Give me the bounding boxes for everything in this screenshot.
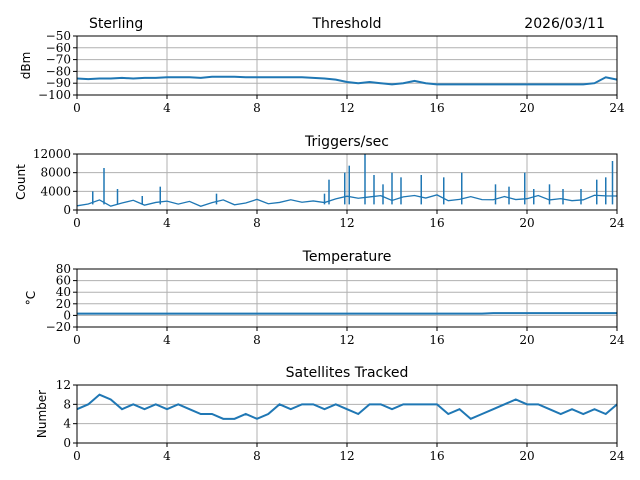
- axes-frame: [76, 384, 618, 444]
- y-tick-label: −20: [46, 320, 71, 334]
- x-tick-label: 12: [339, 333, 354, 347]
- y-tick-label: 12: [56, 378, 71, 392]
- axes-frame: [76, 35, 618, 96]
- x-tick-label: 8: [253, 333, 261, 347]
- x-tick-label: 24: [609, 333, 625, 347]
- x-tick-label: 12: [339, 101, 354, 115]
- x-tick-label: 8: [253, 449, 261, 463]
- date-label: 2026/03/11: [524, 16, 605, 32]
- y-axis-label: Number: [35, 390, 49, 438]
- subplot-title: Satellites Tracked: [286, 365, 409, 381]
- x-tick-label: 4: [163, 449, 171, 463]
- subplot-2: 0 4 8 12 16 20 24 0 4000 8000 12000 Triggers/sec Cou…: [14, 134, 625, 230]
- y-tick-label: 4000: [40, 184, 71, 198]
- y-tick-label: −100: [38, 88, 71, 102]
- x-tick-label: 12: [339, 216, 354, 230]
- y-axis-label: °C: [24, 291, 38, 305]
- y-tick-label: 0: [63, 203, 71, 217]
- x-tick-label: 24: [609, 101, 625, 115]
- y-tick-label: 0: [63, 436, 71, 450]
- x-tick-label: 8: [253, 101, 261, 115]
- subplot-4: 0 4 8 12 16 20 24 0 4 8 12 Satellites Tracked Number: [35, 365, 625, 463]
- x-tick-label: 24: [609, 216, 625, 230]
- x-tick-label: 0: [73, 333, 81, 347]
- series-line: [77, 312, 617, 315]
- x-tick-label: 4: [163, 101, 171, 115]
- subplot-1: 0 4 8 12 16 20 24 −50−60−70−80−90−100 Threshold d…: [19, 16, 625, 115]
- axes-frame: [76, 153, 618, 211]
- x-tick-label: 8: [253, 216, 261, 230]
- x-tick-label: 0: [73, 449, 81, 463]
- series-line: [76, 194, 618, 207]
- y-tick-label: 8: [63, 397, 71, 411]
- y-tick-label: −50: [46, 29, 71, 43]
- series-line: [76, 393, 618, 420]
- y-axis-label: dBm: [19, 52, 33, 80]
- x-tick-label: 4: [163, 333, 171, 347]
- y-tick-label: 8000: [40, 166, 71, 180]
- x-tick-label: 20: [519, 333, 534, 347]
- y-tick-label: 40: [56, 285, 71, 299]
- y-tick-label: 12000: [33, 147, 71, 161]
- station-name: Sterling: [89, 16, 143, 32]
- subplot-title: Triggers/sec: [304, 134, 389, 150]
- y-tick-label: 4: [63, 417, 71, 431]
- subplot-title: Threshold: [312, 16, 382, 32]
- series-line: [76, 75, 618, 86]
- x-tick-label: 20: [519, 216, 534, 230]
- x-tick-label: 24: [609, 449, 625, 463]
- x-tick-label: 0: [73, 216, 81, 230]
- x-tick-label: 16: [429, 216, 444, 230]
- y-tick-label: 20: [56, 297, 71, 311]
- y-tick-label: −90: [46, 76, 71, 90]
- y-tick-label: 80: [56, 262, 71, 276]
- y-tick-label: −80: [46, 64, 71, 78]
- x-tick-label: 0: [73, 101, 81, 115]
- x-tick-label: 16: [429, 449, 444, 463]
- axes-frame: [76, 268, 618, 328]
- subplot-title: Temperature: [302, 249, 392, 265]
- x-tick-label: 12: [339, 449, 354, 463]
- y-tick-label: −60: [46, 41, 71, 55]
- y-tick-label: 60: [56, 274, 71, 288]
- x-tick-label: 20: [519, 101, 534, 115]
- y-tick-label: −70: [46, 53, 71, 67]
- x-tick-label: 20: [519, 449, 534, 463]
- x-tick-label: 16: [429, 333, 444, 347]
- x-tick-label: 4: [163, 216, 171, 230]
- y-axis-label: Count: [14, 164, 28, 200]
- x-tick-label: 16: [429, 101, 444, 115]
- y-tick-label: 0: [63, 308, 71, 322]
